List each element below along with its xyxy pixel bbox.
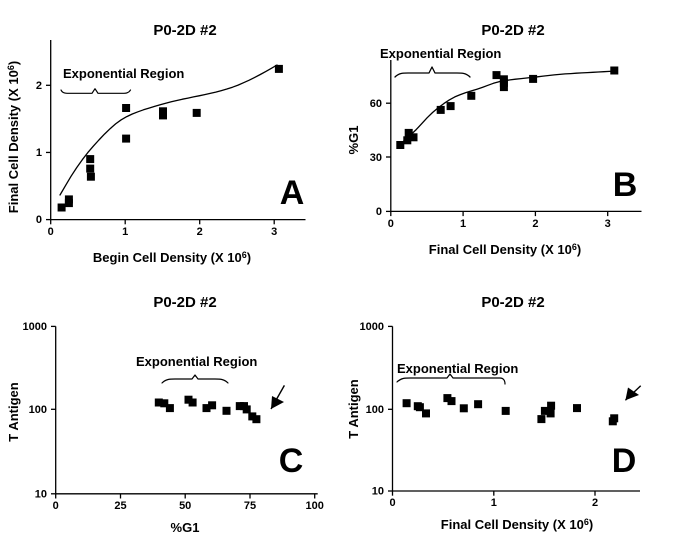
svg-text:0: 0	[36, 214, 42, 226]
svg-text:%G1: %G1	[346, 126, 361, 155]
svg-text:1000: 1000	[23, 321, 47, 333]
svg-text:0: 0	[376, 206, 382, 218]
svg-text:30: 30	[370, 152, 382, 164]
svg-text:2: 2	[592, 497, 598, 509]
svg-text:60: 60	[370, 98, 382, 110]
svg-text:2: 2	[197, 226, 203, 238]
svg-text:0: 0	[53, 500, 59, 512]
svg-text:A: A	[280, 174, 305, 212]
svg-text:P0-2D #2: P0-2D #2	[481, 22, 544, 39]
svg-text:1: 1	[491, 497, 497, 509]
svg-text:Final Cell Density (X 106): Final Cell Density (X 106)	[429, 242, 581, 257]
svg-text:100: 100	[29, 404, 47, 416]
svg-text:100: 100	[306, 500, 324, 512]
svg-text:75: 75	[244, 500, 256, 512]
svg-text:C: C	[279, 442, 304, 480]
svg-text:Final Cell Density (X 106): Final Cell Density (X 106)	[441, 517, 593, 532]
svg-text:B: B	[613, 166, 638, 204]
svg-text:3: 3	[605, 218, 611, 230]
svg-text:Exponential Region: Exponential Region	[136, 354, 257, 369]
svg-text:%G1: %G1	[171, 520, 200, 535]
svg-text:Exponential Region: Exponential Region	[397, 361, 518, 376]
svg-text:Exponential Region: Exponential Region	[380, 46, 501, 61]
svg-text:0: 0	[388, 218, 394, 230]
svg-text:100: 100	[366, 404, 384, 416]
svg-text:1: 1	[122, 226, 128, 238]
svg-text:1: 1	[36, 147, 42, 159]
svg-text:D: D	[612, 442, 637, 480]
svg-text:1: 1	[460, 218, 466, 230]
svg-text:0: 0	[48, 226, 54, 238]
svg-text:2: 2	[36, 80, 42, 92]
svg-text:3: 3	[271, 226, 277, 238]
svg-text:1000: 1000	[360, 321, 384, 333]
svg-text:10: 10	[372, 486, 384, 498]
svg-text:25: 25	[114, 500, 126, 512]
svg-text:T Antigen: T Antigen	[6, 382, 21, 442]
svg-text:2: 2	[532, 218, 538, 230]
svg-text:Begin Cell Density (X 106): Begin Cell Density (X 106)	[93, 250, 251, 265]
svg-text:Exponential Region: Exponential Region	[63, 66, 184, 81]
svg-text:T Antigen: T Antigen	[346, 379, 361, 439]
svg-text:10: 10	[35, 489, 47, 501]
svg-text:P0-2D #2: P0-2D #2	[153, 22, 216, 39]
svg-text:0: 0	[389, 497, 395, 509]
svg-text:P0-2D #2: P0-2D #2	[153, 294, 216, 311]
svg-text:Final Cell Density (X 106): Final Cell Density (X 106)	[6, 61, 21, 213]
svg-text:P0-2D #2: P0-2D #2	[481, 294, 544, 311]
svg-text:50: 50	[179, 500, 191, 512]
